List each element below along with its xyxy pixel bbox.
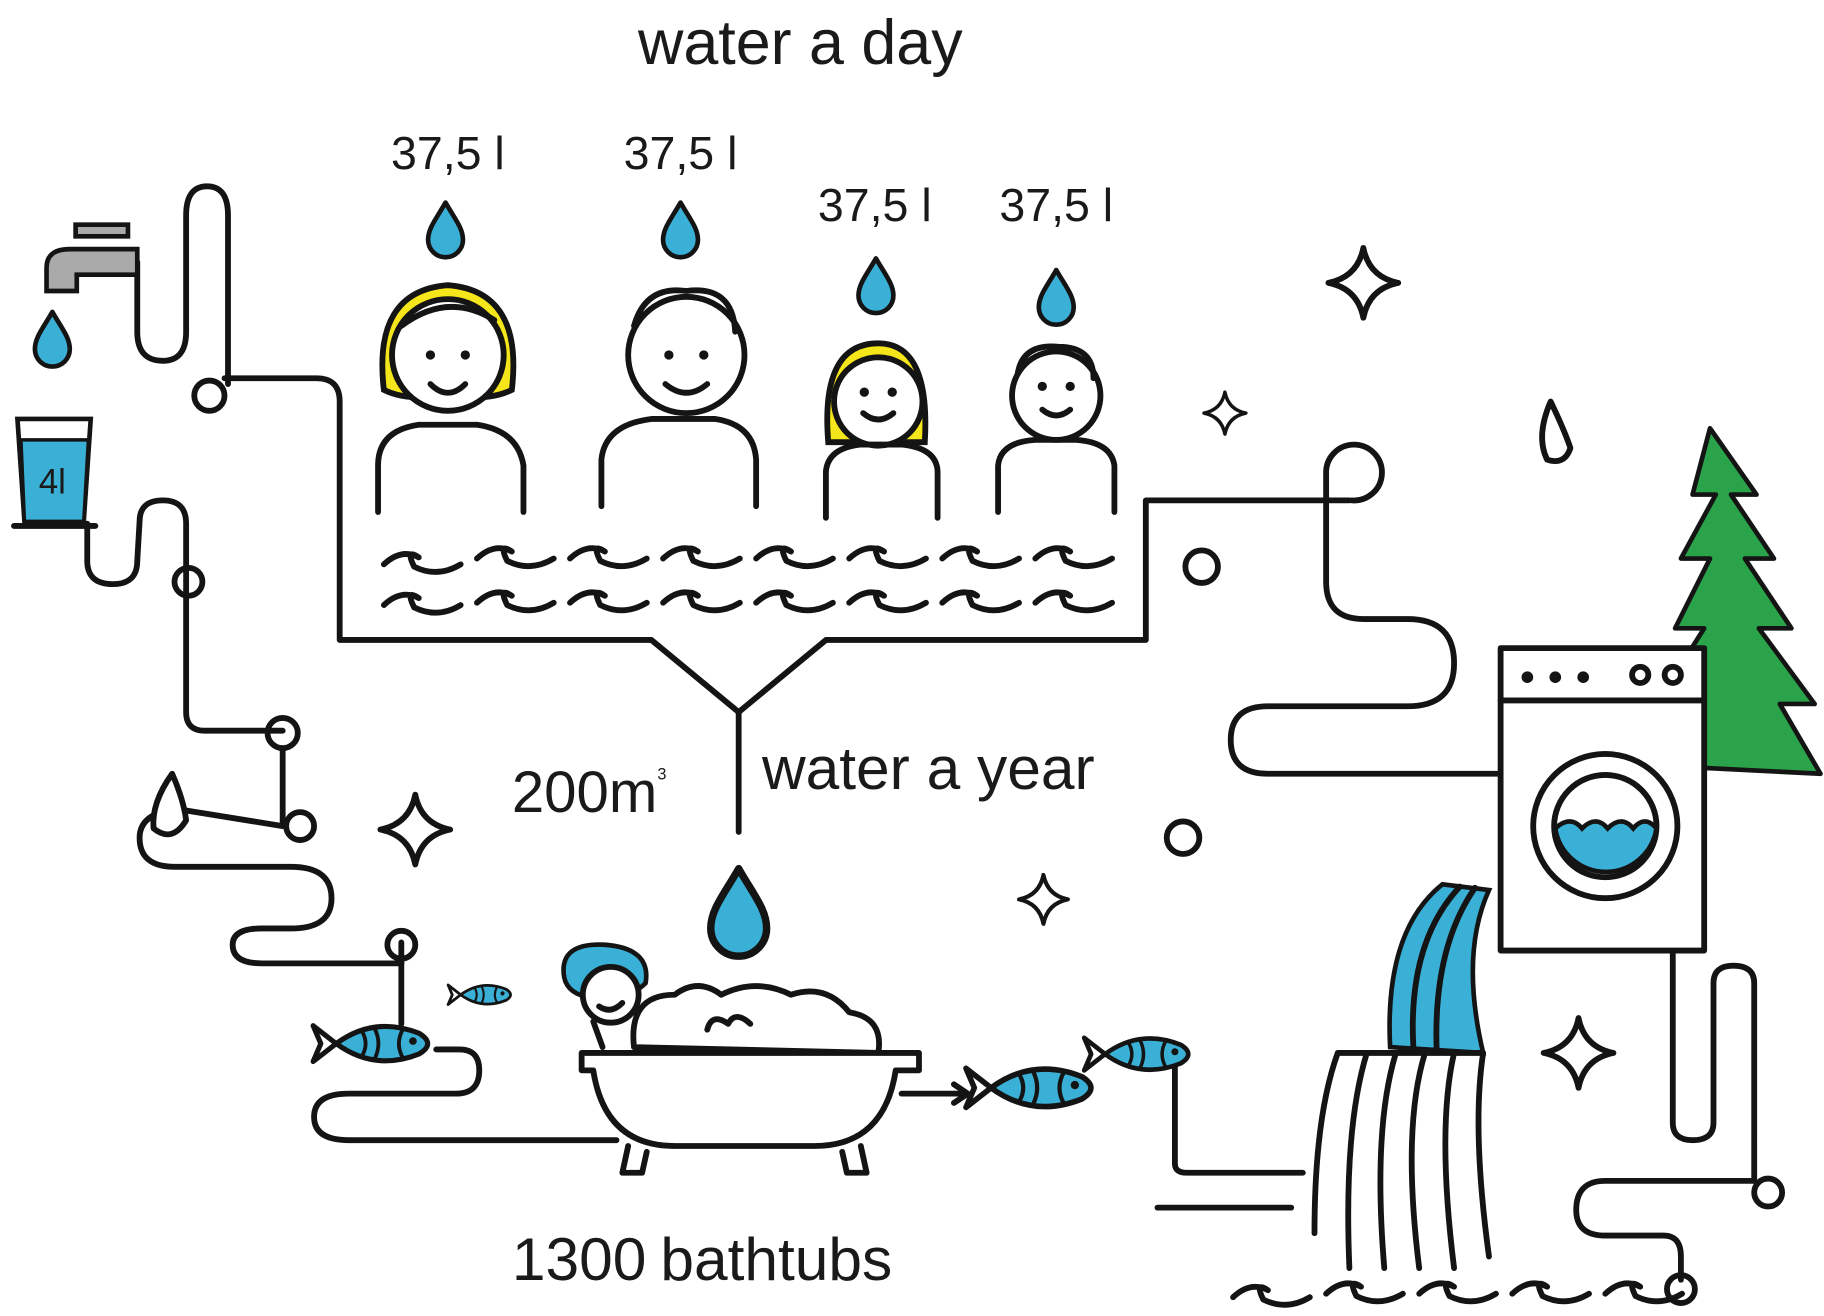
title: water a day — [637, 8, 963, 78]
year-amount-exponent: 3 — [657, 766, 666, 784]
year-label: water a year — [761, 734, 1095, 802]
year-amount-value: 200m — [512, 760, 657, 825]
waterfall — [1314, 884, 1488, 1268]
glass: 4l — [14, 419, 95, 526]
infographic: water a day 4l 37,5 l 37,5 — [0, 0, 1824, 1316]
year-amount: 200m3 — [512, 760, 667, 825]
person-amount: 37,5 l — [999, 179, 1113, 231]
people — [378, 285, 1114, 518]
bathtubs-count: 1300 — [512, 1225, 647, 1293]
faucet — [35, 225, 137, 367]
washing-machine — [1501, 648, 1705, 950]
waves — [384, 548, 1682, 1305]
bathtubs-text: bathtubs — [660, 1225, 892, 1293]
person-amount: 37,5 l — [818, 179, 932, 231]
drops — [428, 203, 1074, 957]
glass-label: 4l — [39, 462, 66, 501]
person-amount: 37,5 l — [624, 127, 738, 179]
person-amount: 37,5 l — [391, 127, 505, 179]
